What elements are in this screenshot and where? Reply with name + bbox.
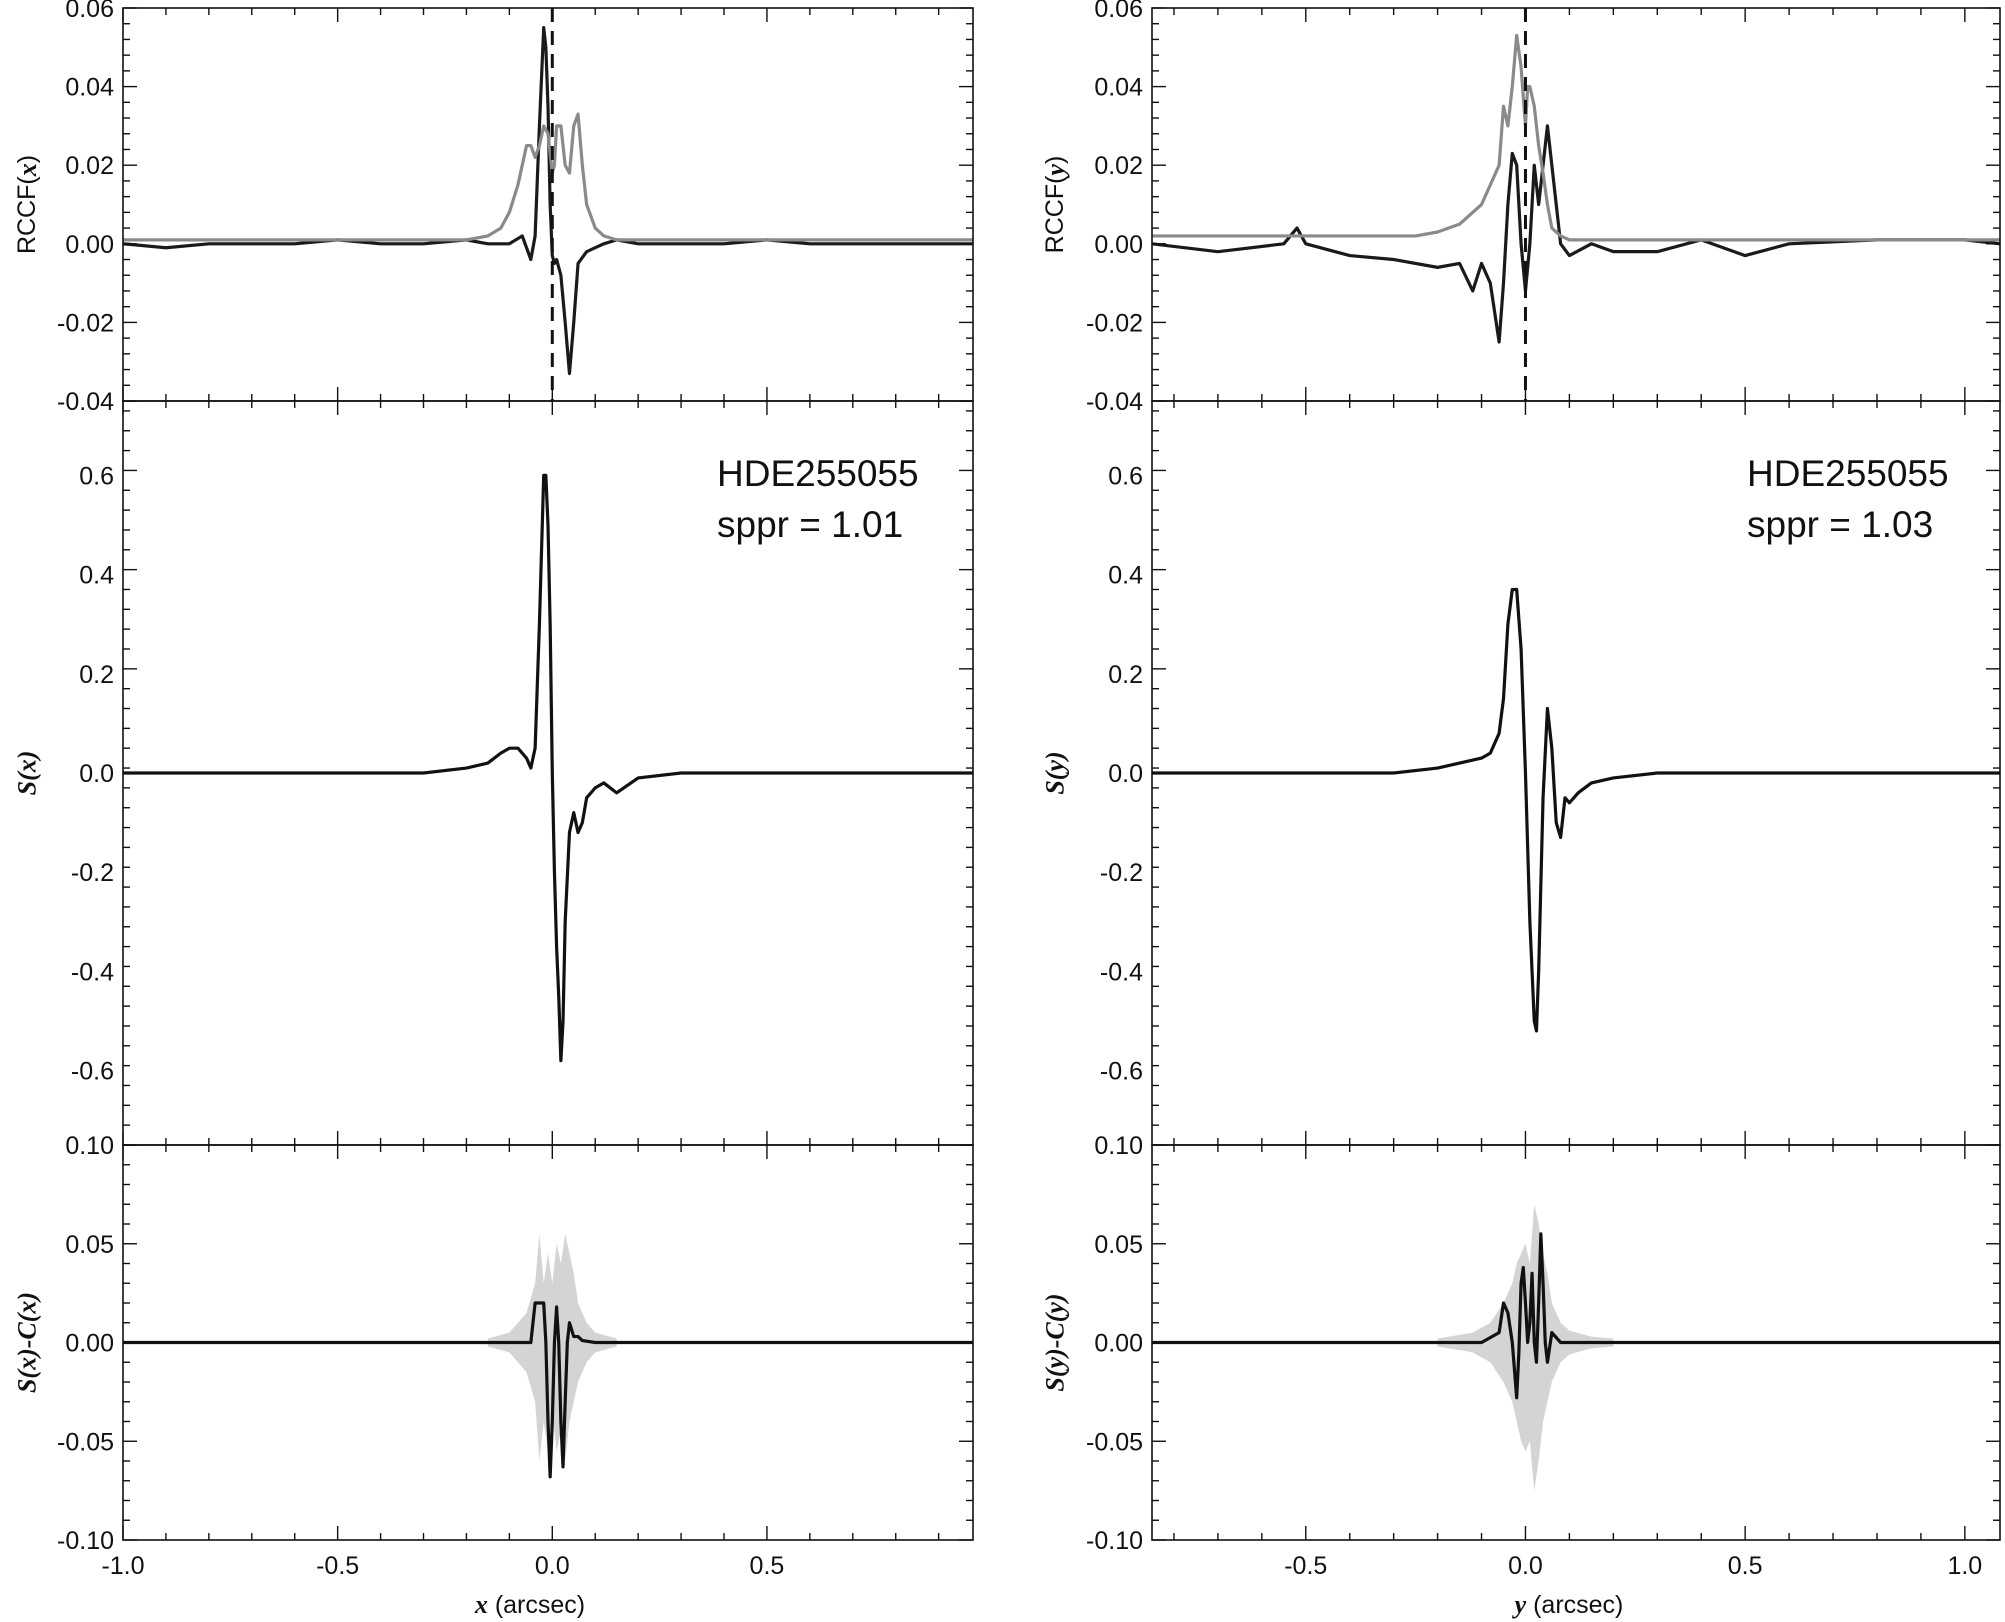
chart-0-ytick-label: -0.02 (57, 309, 114, 337)
chart-5-xtick-label: 1.0 (1947, 1552, 1982, 1580)
chart-4-annotation: sppr = 1.03 (1747, 504, 1933, 545)
chart-5-xtick-label: 0.5 (1728, 1552, 1763, 1580)
chart-1-ytick-label: -0.2 (71, 859, 114, 887)
chart-2-xtick-label: 0.0 (535, 1552, 570, 1580)
chart-0-panel: -0.04 -0.02 0.00 0.02 0.04 0.06 RCCF(x) (13, 0, 974, 416)
chart-3-series-0-line (1151, 124, 2001, 344)
chart-5-xtick-label: -0.5 (1284, 1552, 1327, 1580)
chart-5-xtick-label: 0.0 (1508, 1552, 1543, 1580)
chart-2-ytick-label: 0.00 (65, 1330, 114, 1358)
chart-2-xtick-label: -0.5 (316, 1552, 359, 1580)
chart-2-xtick-label: 0.5 (750, 1552, 785, 1580)
chart-3-ytick-label: -0.04 (1086, 388, 1143, 416)
chart-4-ytick-label: 0.6 (1108, 462, 1143, 490)
chart-4-annotation: HDE255055 (1747, 453, 1949, 494)
chart-3-panel: -0.04 -0.02 0.00 0.02 0.04 0.06 RCCF(y) (1041, 0, 2001, 416)
chart-5-uncertainty-band (1437, 1204, 1614, 1491)
chart-3-ytick-label: -0.02 (1086, 309, 1143, 337)
chart-0-ylabel: RCCF(x) (13, 155, 42, 254)
chart-2-ytick-label: -0.10 (57, 1527, 114, 1555)
chart-5-ytick-label: 0.05 (1094, 1231, 1143, 1259)
chart-1-ylabel: S(x) (13, 751, 42, 796)
chart-1-ytick-label: 0.0 (79, 760, 114, 788)
chart-5-ylabel: S(y)-C(y) (1041, 1293, 1070, 1391)
chart-1-ytick-label: 0.6 (79, 462, 114, 490)
chart-0-series-1-line (123, 112, 973, 242)
chart-2-xtick-label: -1.0 (101, 1552, 144, 1580)
chart-4-series-0-line (1152, 587, 2000, 1033)
chart-5-ytick-label: 0.10 (1094, 1132, 1143, 1160)
chart-1-annotation: HDE255055 (717, 453, 919, 494)
chart-4-ytick-label: -0.6 (1100, 1058, 1143, 1086)
chart-1-annotation: sppr = 1.01 (717, 504, 903, 545)
chart-0-ytick-label: 0.00 (65, 231, 114, 259)
chart-2-series-0-line (123, 1301, 973, 1479)
chart-5-series-0-line (1152, 1232, 2000, 1400)
chart-5-panel: -0.10 -0.05 0.00 0.05 0.10 -0.5 0.0 0.5 1.0 S(y)-… (1041, 1132, 2001, 1619)
chart-0-ytick-label: 0.02 (65, 152, 114, 180)
chart-1-ytick-label: 0.4 (79, 562, 114, 590)
chart-5-xlabel: y (arcsec) (1512, 1590, 1624, 1619)
chart-4-ytick-label: 0.2 (1108, 661, 1143, 689)
chart-2-ytick-label: -0.05 (57, 1428, 114, 1456)
chart-4-ylabel: S(y) (1041, 751, 1070, 794)
chart-2-ylabel: S(x)-C(x) (13, 1292, 42, 1393)
chart-1-series-0-line (123, 473, 973, 1063)
chart-0-ytick-label: 0.06 (65, 0, 114, 23)
chart-1-ytick-label: 0.2 (79, 661, 114, 689)
chart-4-ytick-label: -0.4 (1100, 958, 1143, 986)
chart-2-xlabel: x (arcsec) (474, 1590, 585, 1619)
chart-3-ytick-label: 0.06 (1094, 0, 1143, 23)
chart-1-panel: -0.6 -0.4 -0.2 0.0 0.2 0.4 0.6 S(x) HDE255055 spp… (13, 400, 974, 1146)
chart-3-series-1-line (1152, 33, 2000, 242)
chart-2-ytick-label: 0.05 (65, 1231, 114, 1259)
chart-5-ytick-label: -0.10 (1086, 1527, 1143, 1555)
chart-0-ytick-label: -0.04 (57, 388, 114, 416)
chart-4-ytick-label: 0.0 (1108, 760, 1143, 788)
chart-0-series-0-line (122, 26, 973, 376)
chart-2-ytick-label: 0.10 (65, 1132, 114, 1160)
chart-4-ytick-label: -0.2 (1100, 859, 1143, 887)
chart-2-uncertainty-band (487, 1233, 617, 1461)
chart-3-ytick-label: 0.00 (1094, 231, 1143, 259)
chart-2-panel: -0.10 -0.05 0.00 0.05 0.10 -1.0 -0.5 0.0 0.5 S(x)… (13, 1132, 974, 1619)
chart-3-ytick-label: 0.02 (1094, 152, 1143, 180)
chart-3-ylabel: RCCF(y) (1041, 156, 1070, 254)
chart-1-ytick-label: -0.4 (71, 958, 114, 986)
chart-5-ytick-label: 0.00 (1094, 1330, 1143, 1358)
chart-3-ytick-label: 0.04 (1094, 74, 1143, 102)
chart-0-ytick-label: 0.04 (65, 74, 114, 102)
chart-5-ytick-label: -0.05 (1086, 1428, 1143, 1456)
chart-4-ytick-label: 0.4 (1108, 562, 1143, 590)
chart-1-ytick-label: -0.6 (71, 1058, 114, 1086)
